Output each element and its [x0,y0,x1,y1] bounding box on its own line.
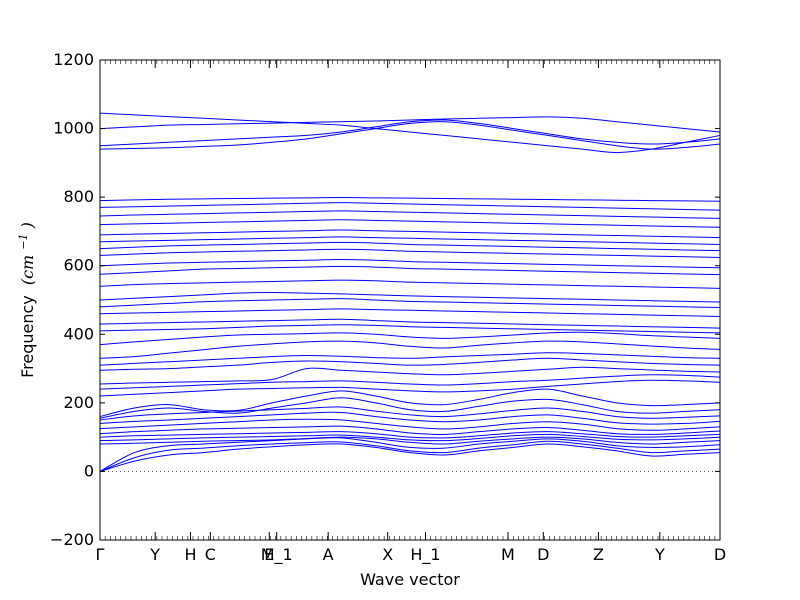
y-axis-label-unit: (cm [18,255,37,285]
band-line [99,379,721,397]
y-axis-label-unit-exp: −1 [17,233,30,249]
x-tick-label: Y [654,545,665,564]
x-tick-label: Y [149,545,160,564]
minor-ticks [104,60,716,540]
x-tick-label: C [205,545,216,564]
y-axis: −200 0 200 400 600 800 1000 1200 [50,50,720,549]
band-line [99,324,721,334]
x-axis: Γ Y H C EM_1 A X H_1 M D Z Y D [96,60,726,565]
band-line [99,318,721,329]
x-tick-label: Γ [96,545,105,564]
x-axis-label: Wave vector [360,570,460,589]
x-tick-label: M [501,545,515,564]
band-line [99,279,721,289]
band-line [99,248,721,258]
band-line [99,366,721,385]
x-tick-label: H_1 [410,545,440,565]
x-tick-label: X [382,545,393,564]
band-line [99,406,721,421]
band-line [99,308,721,317]
band-line [99,374,721,390]
band-line [99,298,721,309]
band-line [99,241,721,252]
band-line [99,437,721,472]
band-line [99,418,721,431]
band-line [99,431,721,439]
y-tick-label: 1000 [53,119,94,138]
band-line [99,119,721,147]
band-line [99,202,721,211]
y-tick-label: 1200 [53,50,94,69]
y-tick-label: 400 [63,324,94,343]
x-tick-label: D [714,545,726,564]
y-axis-label-unit-close: ) [18,222,37,229]
x-tick-label: H [185,545,197,564]
band-line [99,397,721,419]
x-tick-label: M_1 [261,545,293,565]
band-line [99,443,721,472]
band-line [99,411,721,425]
y-tick-label: 0 [84,461,94,480]
band-line [99,433,721,442]
band-line [99,425,721,435]
band-line [99,196,721,202]
x-tick-label: E [264,545,274,564]
x-tick-label: Z [593,545,604,564]
band-line [99,259,721,269]
band-line [99,219,721,228]
band-line [99,352,721,366]
band-line [99,291,721,303]
band-line [99,331,721,346]
y-tick-label: −200 [50,530,94,549]
y-axis-label: Frequency (cm −1 ) [12,222,37,378]
band-line [99,436,721,445]
band-line [99,357,721,371]
band-line [99,236,721,245]
y-tick-label: 200 [63,393,94,412]
band-line [99,340,721,359]
plot-lines [99,112,721,472]
x-tick-label: D [537,545,549,564]
band-line [99,210,721,219]
y-axis-label-text: Frequency [18,295,37,378]
band-line [99,265,721,276]
band-line [99,440,721,472]
y-tick-label: 800 [63,187,94,206]
band-line [99,388,721,418]
band-line [99,121,721,150]
x-tick-label: A [323,545,334,564]
y-tick-label: 600 [63,256,94,275]
band-line [99,112,721,154]
band-line [99,116,721,133]
band-line [99,229,721,239]
